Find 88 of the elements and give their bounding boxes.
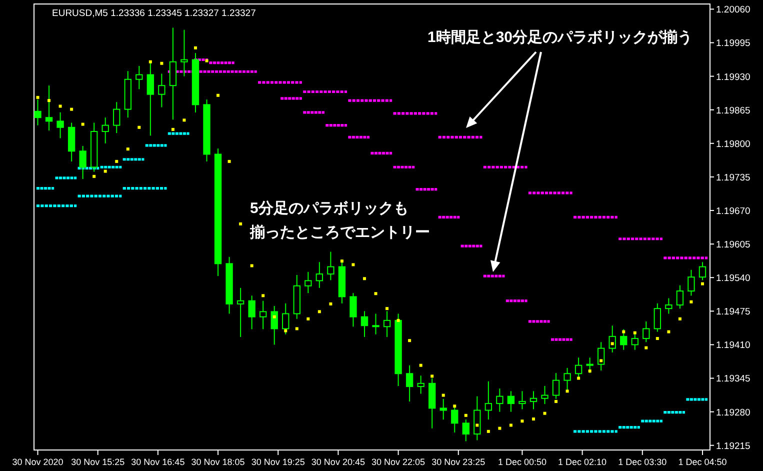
point [126,148,130,151]
point [272,315,276,318]
point [690,300,693,304]
point [115,160,118,163]
point [295,327,298,330]
point [532,418,535,421]
point [104,170,107,173]
point [419,364,422,367]
point [543,412,546,415]
x-tick-label: 30 Nov 20:45 [311,457,365,467]
point [644,346,648,350]
point [600,359,603,362]
point [148,60,152,64]
y-tick-label: 1.19410 [716,340,750,352]
point [58,104,62,108]
point [284,329,288,332]
point [329,302,332,306]
point [678,317,682,320]
point [171,128,174,131]
y-tick-label: 1.19215 [716,440,750,452]
point [408,339,412,342]
point [476,424,479,427]
point [374,292,378,296]
y-tick-label: 1.19735 [716,172,750,184]
y-tick-label: 1.19475 [716,306,750,318]
y-tick-label: 1.19865 [716,105,750,116]
y-tick-label: 1.19930 [716,72,750,83]
y-tick-label: 1.19540 [716,273,750,284]
point [430,374,434,378]
point [228,160,231,163]
x-tick-label: 30 Nov 19:25 [251,457,305,467]
x-tick-label: 1 Dec 03:30 [618,457,667,467]
point [160,62,164,65]
point [588,370,592,373]
x-tick-label: 30 Nov 22:05 [372,457,426,467]
point [81,122,84,126]
point [520,420,524,423]
point [442,394,445,397]
point [566,390,569,393]
point [48,99,51,102]
point [352,263,355,266]
point [250,264,254,268]
x-tick-label: 30 Nov 23:25 [432,457,486,467]
point [386,307,389,310]
x-tick-label: 30 Nov 2020 [12,457,64,467]
y-tick-label: 1.19995 [716,38,750,50]
y-tick-label: 1.20060 [716,4,750,16]
x-tick-label: 30 Nov 16:45 [131,457,185,467]
y-tick-label: 1.19280 [716,407,750,418]
point [622,330,626,334]
y-tick-label: 1.19800 [716,138,750,150]
point [396,318,400,322]
point [633,331,636,334]
point [262,294,265,298]
point [205,59,208,62]
y-tick-label: 1.19670 [716,206,750,217]
x-tick-label: 30 Nov 15:25 [71,457,125,467]
point [362,277,366,280]
text: EURUSD,M5 1.23336 1.23345 1.23327 1.23327 [52,8,256,19]
y-tick-label: 1.19605 [716,240,750,251]
point [577,376,580,380]
point [498,426,502,430]
x-tick-label: 30 Nov 18:05 [191,457,245,467]
point [453,404,456,408]
x-tick-label: 1 Dec 02:10 [558,457,607,467]
point [70,108,74,111]
point [486,430,490,433]
x-tick-label: 1 Dec 04:50 [678,457,727,467]
point [216,94,220,97]
y-tick-label: 1.19345 [716,374,750,385]
annotation: 5分足のパラボリックも揃ったところでエントリー [249,200,430,241]
point [92,174,96,178]
point [700,282,704,286]
point [36,96,40,99]
point [509,424,512,427]
point [306,317,310,320]
x-tick-label: 1 Dec 00:50 [498,457,546,467]
point [554,400,558,403]
point [667,330,670,334]
point [340,260,344,263]
point [182,118,186,122]
point [464,414,468,417]
point [194,46,197,50]
annotation: 1時間足と30分足のパラボリックが揃う [427,29,693,46]
point [138,126,141,129]
point [318,310,321,314]
point [656,337,659,340]
point [239,222,242,226]
